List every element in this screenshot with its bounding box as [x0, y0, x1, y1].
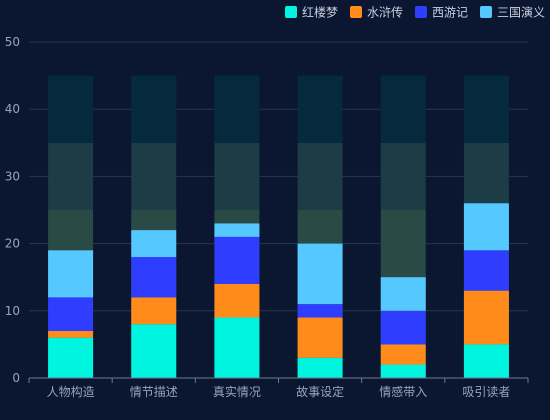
axes: 0 10 20 30 40 50 人物构造 情节描述 真实情况 故事设定 情感带入 吸引读者 [5, 35, 529, 399]
grid-lines [29, 41, 528, 312]
x-tick-label: 吸引读者 [462, 385, 510, 399]
legend-label: 西游记 [432, 6, 468, 20]
y-tick-label: 30 [5, 169, 20, 183]
bar-segment[interactable] [214, 283, 260, 318]
y-tick-label: 50 [5, 35, 20, 49]
background-band [131, 75, 177, 143]
legend-item[interactable]: 红楼梦 [285, 5, 338, 20]
background-band [297, 75, 343, 143]
bar-segment[interactable] [48, 337, 94, 378]
background-band [463, 142, 509, 210]
bar-segment[interactable] [297, 304, 343, 318]
bar-segment[interactable] [131, 230, 177, 258]
x-tick-label: 情节描述 [130, 385, 178, 399]
legend-item[interactable]: 西游记 [415, 6, 468, 20]
bar-segment[interactable] [463, 203, 509, 251]
background-band [48, 75, 94, 143]
background-band [214, 75, 260, 143]
bar-segment[interactable] [214, 223, 260, 237]
bar-segment[interactable] [380, 344, 426, 365]
y-tick-label: 0 [12, 371, 20, 385]
background-bands [48, 75, 509, 378]
legend-swatch [350, 6, 362, 18]
x-tick-label: 真实情况 [213, 384, 261, 399]
bar-segment[interactable] [297, 317, 343, 358]
bar-segment[interactable] [463, 290, 509, 345]
y-tick-label: 20 [5, 237, 20, 251]
y-tick-label: 40 [5, 102, 20, 116]
bar-segment[interactable] [214, 317, 260, 378]
background-band [48, 142, 94, 210]
background-band [380, 142, 426, 210]
bar-segment[interactable] [297, 243, 343, 305]
bar-series [48, 203, 509, 378]
legend-swatch [480, 6, 492, 18]
bar-segment[interactable] [297, 357, 343, 378]
bar-segment[interactable] [48, 297, 94, 331]
bar-segment[interactable] [214, 236, 260, 284]
bar-segment[interactable] [48, 250, 94, 298]
x-tick-label: 人物构造 [47, 384, 95, 399]
background-band [131, 142, 177, 210]
legend-label: 三国演义 [497, 5, 545, 20]
legend-label: 红楼梦 [302, 5, 338, 20]
legend-swatch [285, 6, 297, 18]
background-band [380, 75, 426, 143]
bar-segment[interactable] [380, 364, 426, 378]
legend-label: 水浒传 [367, 5, 403, 20]
background-band [297, 142, 343, 210]
bar-segment[interactable] [463, 344, 509, 378]
legend-swatch [415, 6, 427, 18]
bar-segment[interactable] [48, 330, 94, 338]
legend-item[interactable]: 水浒传 [350, 5, 403, 20]
bar-segment[interactable] [463, 250, 509, 291]
background-band [463, 75, 509, 143]
bar-segment[interactable] [380, 277, 426, 311]
bar-segment[interactable] [131, 257, 177, 298]
x-tick-label: 情感带入 [379, 384, 427, 399]
bar-segment[interactable] [131, 324, 177, 378]
background-band [214, 142, 260, 210]
y-tick-label: 10 [5, 304, 20, 318]
bar-segment[interactable] [131, 297, 177, 325]
x-tick-label: 故事设定 [296, 384, 344, 399]
legend-item[interactable]: 三国演义 [480, 5, 545, 20]
legend[interactable]: 红楼梦 水浒传 西游记 三国演义 [285, 5, 545, 20]
bar-segment[interactable] [380, 310, 426, 345]
